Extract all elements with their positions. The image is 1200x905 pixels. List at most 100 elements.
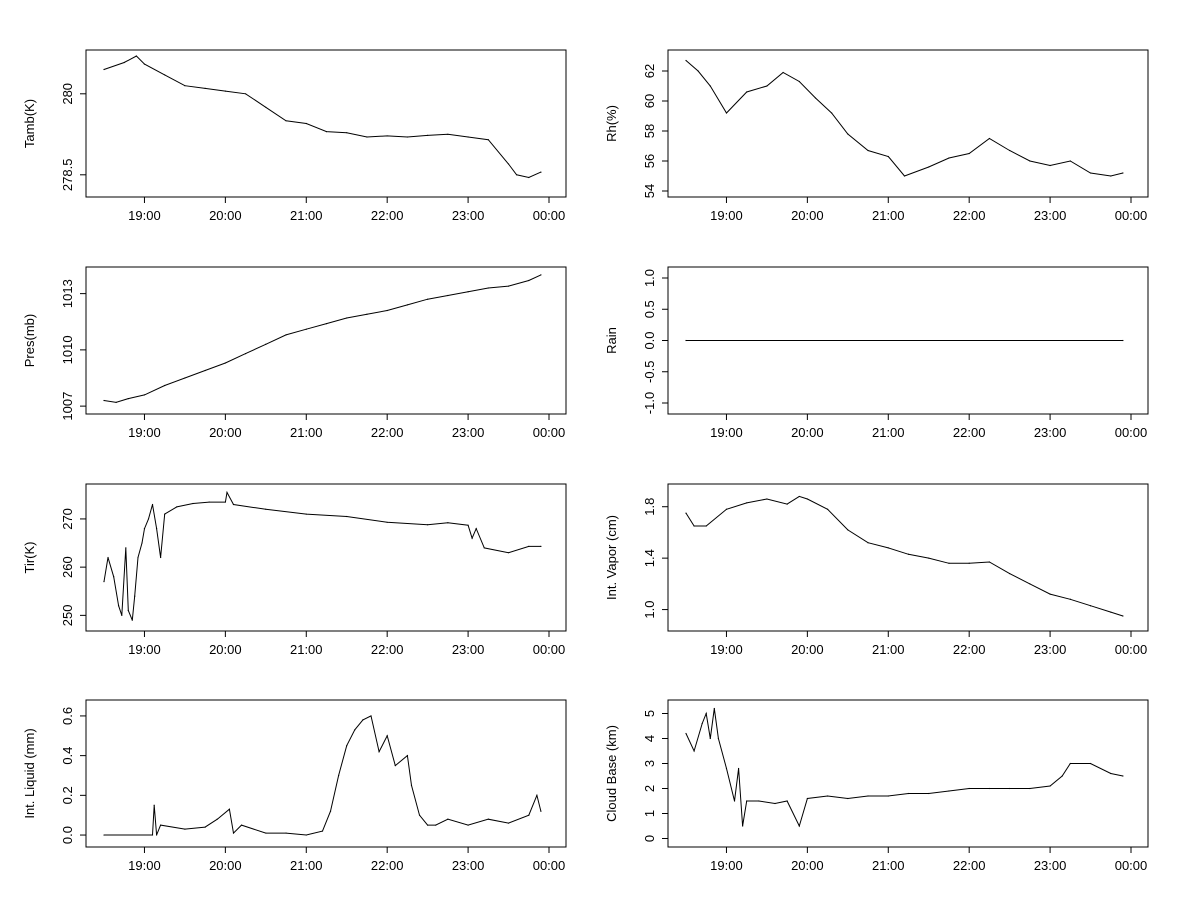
data-point [325,131,328,133]
data-point [709,737,711,740]
data-point [907,792,910,795]
data-point [471,537,473,539]
data-point [1061,775,1063,777]
data-point [232,832,235,834]
data-point [1110,175,1112,177]
y-tick-label: 2 [642,785,657,792]
data-point [705,525,707,527]
data-point [155,834,158,836]
data-point [143,394,146,396]
data-point [265,343,267,345]
x-tick-label: 22:00 [953,208,986,223]
data-point [155,527,158,530]
y-axis-label: Int. Liquid (mm) [22,728,37,818]
series-line [685,60,1124,177]
data-point [693,525,695,527]
y-tick-label: 1007 [60,392,75,421]
data-point [826,795,829,797]
data-point [685,512,687,514]
x-tick-label: 23:00 [1034,425,1067,440]
series-line [103,55,542,179]
data-point [103,68,105,71]
x-tick-label: 21:00 [872,208,905,223]
x-tick-label: 20:00 [209,425,242,440]
data-point [1029,787,1031,790]
data-point [406,136,409,138]
data-point [285,120,287,122]
chart-panel-4: 19:00 20:00 21:00 22:00 23:00 00:00 -1.0 -0.5 0.… [604,266,1149,440]
y-tick-label: -0.5 [642,361,657,383]
data-point [265,508,267,510]
data-point [467,136,469,138]
data-point [685,339,687,342]
data-point [737,767,740,770]
x-tick-label: 20:00 [791,858,824,873]
x-tick-label: 21:00 [290,425,323,440]
data-point [928,166,930,168]
data-point [386,135,388,137]
data-point [338,774,340,777]
data-point [1089,172,1092,174]
data-point [948,157,950,159]
data-point [366,313,368,315]
y-axis-label: Int. Vapor (cm) [604,515,619,600]
data-point [305,834,307,836]
data-point [232,503,235,506]
y-tick-label: 260 [60,556,75,578]
data-point [386,735,388,737]
data-point [447,133,449,135]
data-point [1049,785,1051,787]
data-point [766,85,768,87]
data-point [1089,762,1092,765]
data-point [1009,787,1011,790]
y-tick-label: 1.8 [642,498,657,516]
y-tick-label: 1010 [60,335,75,364]
x-tick-label: 19:00 [710,425,743,440]
data-point [697,70,699,72]
x-tick-label: 00:00 [1115,642,1148,657]
data-point [325,323,328,325]
data-point [151,503,154,506]
data-point [447,522,449,524]
data-point [143,527,146,530]
x-tick-label: 19:00 [128,425,161,440]
data-point [1122,172,1124,174]
data-point [265,832,267,834]
x-tick-label: 19:00 [128,208,161,223]
data-point [131,619,133,621]
data-point [366,136,368,138]
data-point [1089,605,1092,607]
chart-panel-3: 19:00 20:00 21:00 22:00 23:00 00:00 1007 1010 10… [22,266,567,440]
data-point [507,822,510,824]
data-point [988,787,991,790]
data-point [709,85,711,87]
y-tick-label: 0.6 [60,707,75,725]
data-point [208,501,210,503]
data-point [224,362,226,364]
y-tick-label: 58 [642,124,657,138]
data-point [928,792,930,795]
y-tick-label: 3 [642,760,657,767]
data-point [948,790,950,792]
data-point [427,824,429,826]
data-point [786,800,788,802]
data-point [968,152,970,155]
plot-frame [667,699,1149,848]
data-point [847,529,849,531]
x-tick-label: 00:00 [1115,425,1148,440]
data-point [244,353,247,355]
x-tick-label: 23:00 [1034,858,1067,873]
y-tick-label: 4 [642,735,657,742]
data-point [903,175,906,177]
data-point [867,542,869,544]
data-point [1122,775,1124,777]
x-tick-label: 19:00 [710,858,743,873]
data-point [487,139,489,141]
data-point [487,287,489,289]
x-tick-label: 20:00 [209,858,242,873]
data-point [386,521,388,523]
x-tick-label: 21:00 [290,208,323,223]
data-point [540,274,542,276]
data-point [487,818,489,820]
